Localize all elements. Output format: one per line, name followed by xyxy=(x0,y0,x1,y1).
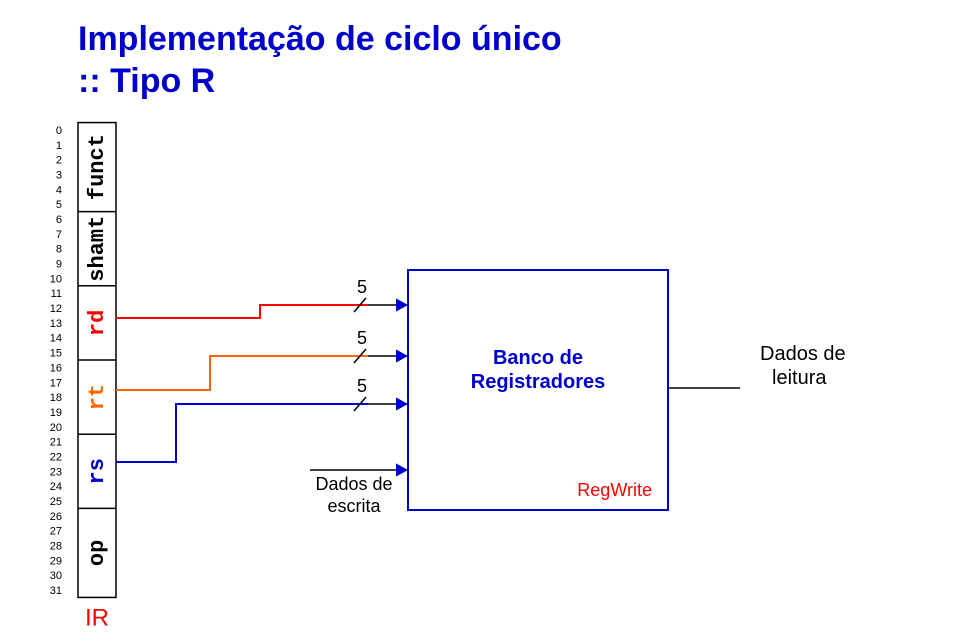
wire-blue xyxy=(116,404,368,462)
bit-label: 18 xyxy=(50,392,62,404)
bit-label: 22 xyxy=(50,451,62,463)
dados-leitura-l1: Dados de xyxy=(760,343,846,365)
bit-label: 27 xyxy=(50,526,62,538)
bus-width-label: 5 xyxy=(357,376,367,396)
regwrite-label: RegWrite xyxy=(577,480,652,500)
ir-field-rd: rd xyxy=(85,310,110,336)
arrowhead xyxy=(396,463,408,476)
dados-escrita-l1: Dados de xyxy=(315,474,392,494)
bit-label: 21 xyxy=(50,437,62,449)
bit-label: 6 xyxy=(56,214,62,226)
arrowhead xyxy=(396,298,408,311)
bit-label: 3 xyxy=(56,170,62,182)
bit-label: 17 xyxy=(50,377,62,389)
diagram-canvas: Implementação de ciclo único:: Tipo R012… xyxy=(0,0,960,640)
ir-field-rs: rs xyxy=(85,458,110,484)
bit-label: 31 xyxy=(50,585,62,597)
bit-label: 1 xyxy=(56,140,62,152)
ir-field-shamt: shamt xyxy=(85,216,110,282)
arrowhead xyxy=(396,349,408,362)
bit-label: 23 xyxy=(50,466,62,478)
dados-escrita-l2: escrita xyxy=(327,496,381,516)
bit-label: 19 xyxy=(50,407,62,419)
ir-label: IR xyxy=(85,604,109,631)
bit-label: 30 xyxy=(50,570,62,582)
bit-label: 24 xyxy=(50,481,62,493)
bus-width-label: 5 xyxy=(357,277,367,297)
bit-label: 12 xyxy=(50,303,62,315)
wire-orange xyxy=(116,356,368,390)
bit-label: 16 xyxy=(50,362,62,374)
bit-label: 5 xyxy=(56,199,62,211)
dados-leitura-l2: leitura xyxy=(772,367,827,389)
bit-label: 2 xyxy=(56,155,62,167)
arrowhead xyxy=(396,397,408,410)
bit-label: 0 xyxy=(56,125,62,137)
bit-label: 11 xyxy=(51,288,62,300)
bit-label: 28 xyxy=(50,540,62,552)
bit-label: 15 xyxy=(50,348,62,360)
title-line1: Implementação de ciclo único xyxy=(78,20,562,58)
bit-label: 14 xyxy=(50,333,62,345)
wire-red xyxy=(116,305,368,318)
ir-field-rt: rt xyxy=(85,384,110,410)
regfile-title1: Banco de xyxy=(493,347,583,369)
ir-field-funct: funct xyxy=(85,134,110,200)
bit-label: 8 xyxy=(56,244,62,256)
ir-field-op: op xyxy=(85,540,110,566)
bus-width-label: 5 xyxy=(357,328,367,348)
bit-label: 13 xyxy=(50,318,62,330)
bit-label: 10 xyxy=(50,273,62,285)
bit-label: 4 xyxy=(56,184,62,196)
bit-label: 7 xyxy=(56,229,62,241)
bit-label: 26 xyxy=(50,511,62,523)
bit-label: 25 xyxy=(50,496,62,508)
title-line2: :: Tipo R xyxy=(78,62,215,100)
regfile-title2: Registradores xyxy=(471,371,606,393)
bit-label: 9 xyxy=(56,259,62,271)
bit-label: 29 xyxy=(50,555,62,567)
bit-label: 20 xyxy=(50,422,62,434)
